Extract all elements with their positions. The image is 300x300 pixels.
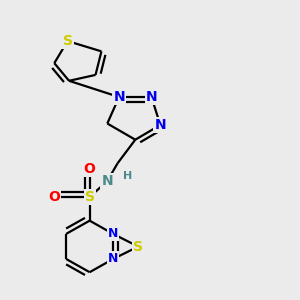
Text: S: S bbox=[133, 240, 143, 254]
Text: N: N bbox=[154, 118, 166, 132]
Text: N: N bbox=[146, 90, 157, 104]
Text: S: S bbox=[63, 34, 73, 48]
Text: N: N bbox=[101, 174, 113, 188]
Text: N: N bbox=[113, 90, 125, 104]
Text: S: S bbox=[85, 190, 94, 204]
Text: N: N bbox=[108, 252, 119, 266]
Text: O: O bbox=[48, 190, 60, 204]
Text: H: H bbox=[123, 172, 133, 182]
Text: N: N bbox=[108, 227, 119, 240]
Text: O: O bbox=[84, 162, 96, 176]
